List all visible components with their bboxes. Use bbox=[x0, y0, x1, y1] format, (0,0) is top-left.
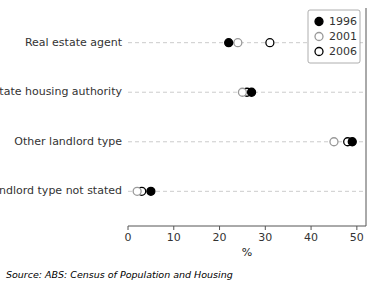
x-axis-line bbox=[128, 226, 366, 227]
dot bbox=[330, 138, 338, 146]
category-label: Other landlord type bbox=[14, 135, 122, 148]
x-tick-label: 50 bbox=[350, 231, 364, 244]
category-label: Real estate agent bbox=[25, 36, 123, 49]
dot bbox=[248, 88, 256, 96]
dot bbox=[238, 88, 246, 96]
x-tick bbox=[265, 226, 266, 230]
dot bbox=[348, 138, 356, 146]
x-tick-label: 10 bbox=[167, 231, 181, 244]
dot bbox=[234, 39, 242, 47]
category-line bbox=[128, 191, 366, 192]
legend: 1996 2001 2006 bbox=[308, 10, 360, 63]
x-tick-label: 40 bbox=[304, 231, 318, 244]
dot bbox=[147, 187, 155, 195]
legend-marker bbox=[315, 18, 323, 26]
x-tick bbox=[128, 226, 129, 230]
x-axis-label: % bbox=[242, 246, 252, 259]
legend-box bbox=[308, 10, 360, 63]
dot bbox=[225, 39, 233, 47]
category-label: State housing authority bbox=[0, 85, 122, 98]
right-axis-line bbox=[366, 8, 367, 226]
x-tick-label: 20 bbox=[213, 231, 227, 244]
legend-label: 1996 bbox=[329, 15, 357, 28]
source-note: Source: ABS: Census of Population and Ho… bbox=[6, 269, 233, 280]
x-tick bbox=[219, 226, 220, 230]
x-tick bbox=[311, 226, 312, 230]
x-tick bbox=[173, 226, 174, 230]
legend-marker bbox=[315, 33, 323, 41]
chart: Real estate agent State housing authority… bbox=[0, 0, 378, 284]
x-tick bbox=[356, 226, 357, 230]
x-tick-label: 30 bbox=[258, 231, 272, 244]
category-label: Landlord type not stated bbox=[0, 184, 122, 197]
x-tick-label: 0 bbox=[125, 231, 132, 244]
legend-marker bbox=[315, 48, 323, 56]
legend-label: 2006 bbox=[329, 45, 357, 58]
legend-label: 2001 bbox=[329, 30, 357, 43]
dot bbox=[133, 187, 141, 195]
dot bbox=[266, 39, 274, 47]
